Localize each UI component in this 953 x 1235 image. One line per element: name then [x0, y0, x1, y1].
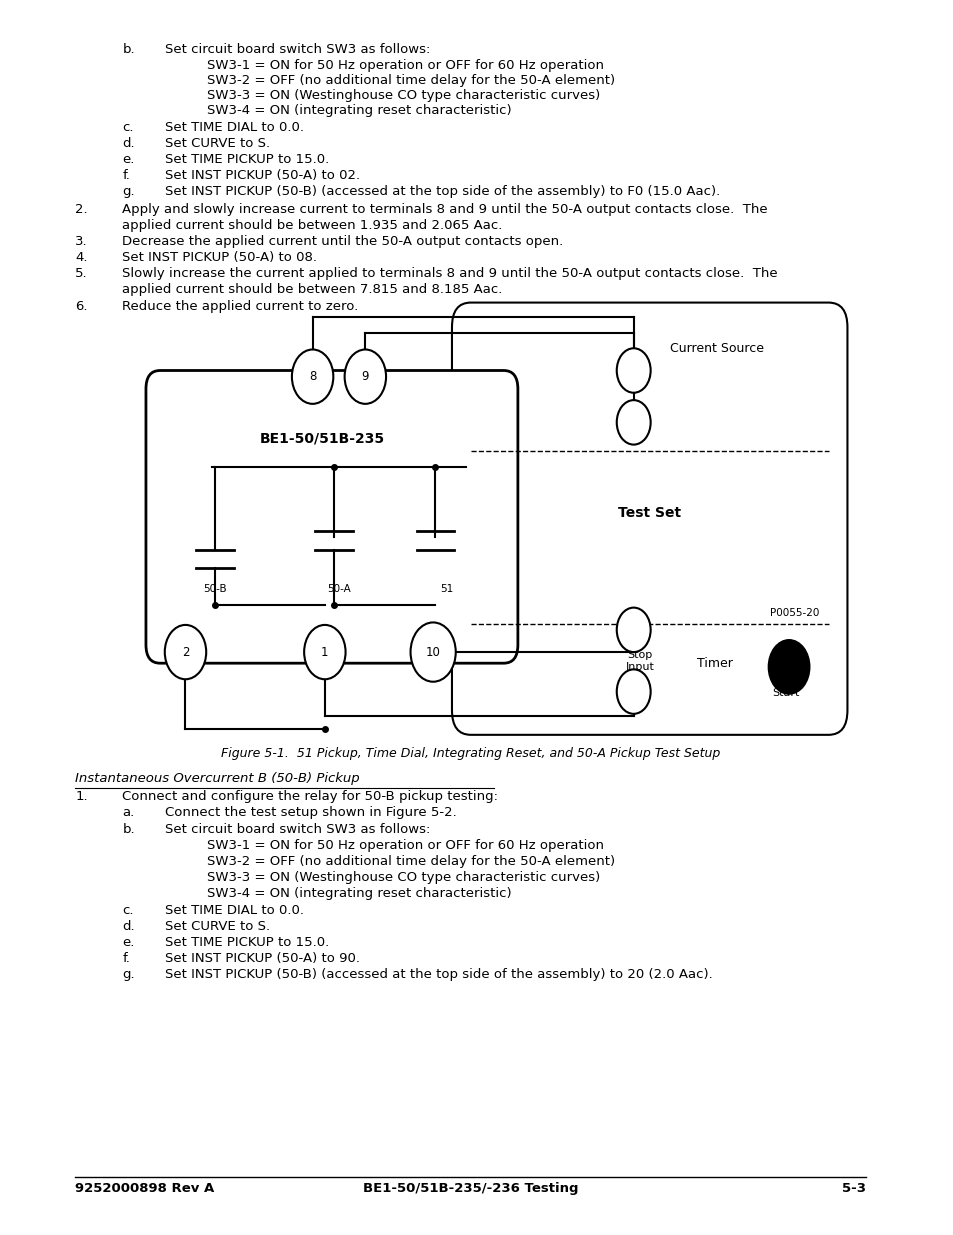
Text: Decrease the applied current until the 50-A output contacts open.: Decrease the applied current until the 5…: [122, 235, 563, 248]
Text: SW3-1 = ON for 50 Hz operation or OFF for 60 Hz operation: SW3-1 = ON for 50 Hz operation or OFF fo…: [207, 839, 603, 852]
Circle shape: [616, 669, 650, 714]
Text: Set circuit board switch SW3 as follows:: Set circuit board switch SW3 as follows:: [165, 43, 430, 57]
Text: 10: 10: [425, 646, 440, 658]
Text: Start: Start: [772, 688, 800, 698]
Text: 5-3: 5-3: [841, 1182, 865, 1194]
FancyBboxPatch shape: [452, 303, 846, 735]
Text: e.: e.: [122, 153, 134, 167]
Text: Set TIME DIAL to 0.0.: Set TIME DIAL to 0.0.: [165, 121, 303, 135]
Text: 3.: 3.: [75, 235, 88, 248]
Text: 4.: 4.: [75, 251, 88, 264]
Text: SW3-2 = OFF (no additional time delay for the 50-A element): SW3-2 = OFF (no additional time delay fo…: [207, 855, 615, 868]
Text: applied current should be between 7.815 and 8.185 Aac.: applied current should be between 7.815 …: [122, 283, 502, 296]
Text: SW3-4 = ON (integrating reset characteristic): SW3-4 = ON (integrating reset characteri…: [207, 104, 511, 117]
Text: SW3-1 = ON for 50 Hz operation or OFF for 60 Hz operation: SW3-1 = ON for 50 Hz operation or OFF fo…: [207, 59, 603, 73]
Text: SW3-3 = ON (Westinghouse CO type characteristic curves): SW3-3 = ON (Westinghouse CO type charact…: [207, 89, 599, 103]
Text: Current Source: Current Source: [670, 342, 763, 354]
Text: 2.: 2.: [75, 203, 88, 216]
Text: SW3-2 = OFF (no additional time delay for the 50-A element): SW3-2 = OFF (no additional time delay fo…: [207, 74, 615, 88]
Text: Set INST PICKUP (50-B) (accessed at the top side of the assembly) to 20 (2.0 Aac: Set INST PICKUP (50-B) (accessed at the …: [165, 968, 712, 982]
Text: Connect and configure the relay for 50-B pickup testing:: Connect and configure the relay for 50-B…: [122, 790, 497, 804]
Text: Set CURVE to S.: Set CURVE to S.: [165, 137, 270, 151]
Circle shape: [165, 625, 206, 679]
Text: Set circuit board switch SW3 as follows:: Set circuit board switch SW3 as follows:: [165, 823, 430, 836]
Text: Stop
Input: Stop Input: [625, 650, 654, 672]
Text: 51: 51: [439, 584, 453, 594]
Text: d.: d.: [122, 920, 135, 934]
Text: e.: e.: [122, 936, 134, 950]
Text: Set TIME PICKUP to 15.0.: Set TIME PICKUP to 15.0.: [165, 936, 329, 950]
Text: BE1-50/51B-235/-236 Testing: BE1-50/51B-235/-236 Testing: [363, 1182, 578, 1194]
Text: Instantaneous Overcurrent B (50-B) Pickup: Instantaneous Overcurrent B (50-B) Picku…: [75, 772, 359, 785]
Circle shape: [410, 622, 456, 682]
Text: Set INST PICKUP (50-B) (accessed at the top side of the assembly) to F0 (15.0 Aa: Set INST PICKUP (50-B) (accessed at the …: [165, 185, 720, 199]
Text: 2: 2: [182, 646, 189, 658]
Text: 9: 9: [361, 370, 369, 383]
Text: SW3-4 = ON (integrating reset characteristic): SW3-4 = ON (integrating reset characteri…: [207, 887, 511, 900]
Text: Set INST PICKUP (50-A) to 90.: Set INST PICKUP (50-A) to 90.: [165, 952, 359, 966]
Text: g.: g.: [122, 968, 135, 982]
Text: Set TIME PICKUP to 15.0.: Set TIME PICKUP to 15.0.: [165, 153, 329, 167]
Text: g.: g.: [122, 185, 135, 199]
Text: c.: c.: [122, 121, 133, 135]
Text: f.: f.: [122, 169, 131, 183]
Text: 5.: 5.: [75, 267, 88, 280]
Circle shape: [616, 348, 650, 393]
Text: applied current should be between 1.935 and 2.065 Aac.: applied current should be between 1.935 …: [122, 219, 502, 232]
Circle shape: [767, 640, 809, 694]
Text: Test Set: Test Set: [618, 505, 680, 520]
FancyBboxPatch shape: [146, 370, 517, 663]
Text: Set CURVE to S.: Set CURVE to S.: [165, 920, 270, 934]
Text: 50-A: 50-A: [327, 584, 351, 594]
Text: BE1-50/51B-235: BE1-50/51B-235: [259, 431, 385, 446]
Text: Apply and slowly increase current to terminals 8 and 9 until the 50-A output con: Apply and slowly increase current to ter…: [122, 203, 767, 216]
Text: b.: b.: [122, 43, 135, 57]
Text: Reduce the applied current to zero.: Reduce the applied current to zero.: [122, 300, 358, 314]
Text: Connect the test setup shown in Figure 5-2.: Connect the test setup shown in Figure 5…: [165, 806, 456, 820]
Text: a.: a.: [122, 806, 134, 820]
Text: Timer: Timer: [696, 657, 732, 669]
Text: SW3-3 = ON (Westinghouse CO type characteristic curves): SW3-3 = ON (Westinghouse CO type charact…: [207, 871, 599, 884]
Circle shape: [616, 400, 650, 445]
Text: 1: 1: [321, 646, 328, 658]
Text: P0055-20: P0055-20: [769, 608, 819, 618]
Text: Slowly increase the current applied to terminals 8 and 9 until the 50-A output c: Slowly increase the current applied to t…: [122, 267, 778, 280]
Circle shape: [344, 350, 386, 404]
Text: Figure 5-1.  51 Pickup, Time Dial, Integrating Reset, and 50-A Pickup Test Setup: Figure 5-1. 51 Pickup, Time Dial, Integr…: [221, 747, 720, 761]
Circle shape: [304, 625, 345, 679]
Text: 8: 8: [309, 370, 316, 383]
Text: 1.: 1.: [75, 790, 88, 804]
Text: 9252000898 Rev A: 9252000898 Rev A: [75, 1182, 214, 1194]
Text: Set TIME DIAL to 0.0.: Set TIME DIAL to 0.0.: [165, 904, 303, 918]
Text: b.: b.: [122, 823, 135, 836]
Text: 50-B: 50-B: [203, 584, 226, 594]
Text: f.: f.: [122, 952, 131, 966]
Circle shape: [616, 608, 650, 652]
Circle shape: [292, 350, 333, 404]
Text: c.: c.: [122, 904, 133, 918]
Text: Set INST PICKUP (50-A) to 08.: Set INST PICKUP (50-A) to 08.: [122, 251, 317, 264]
Text: d.: d.: [122, 137, 135, 151]
Text: 6.: 6.: [75, 300, 88, 314]
Text: Set INST PICKUP (50-A) to 02.: Set INST PICKUP (50-A) to 02.: [165, 169, 359, 183]
